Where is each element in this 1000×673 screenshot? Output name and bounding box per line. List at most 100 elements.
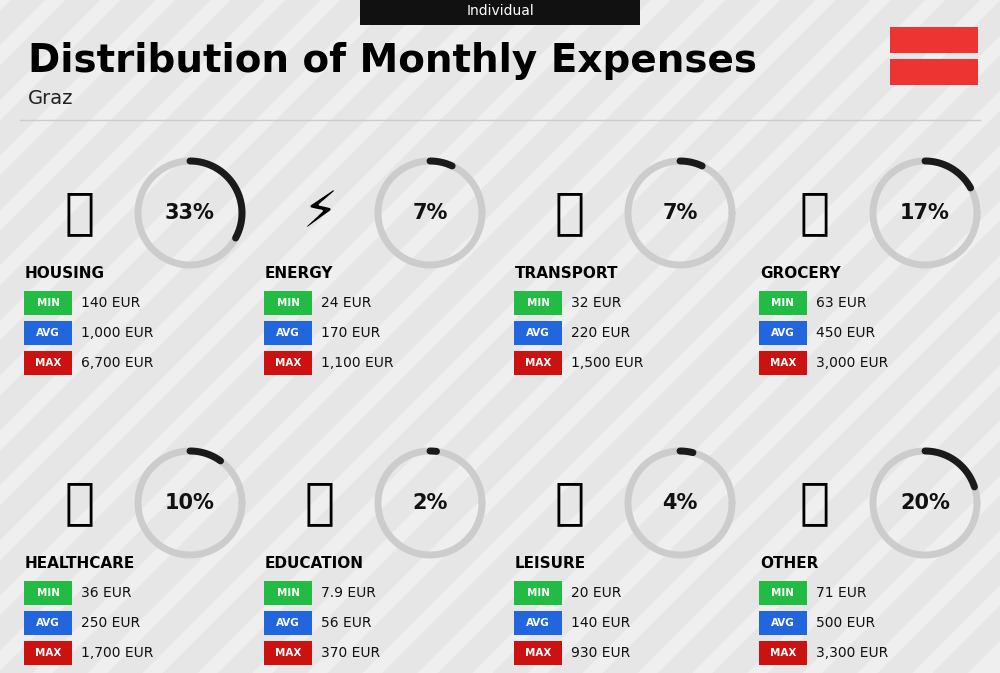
Text: Individual: Individual xyxy=(466,4,534,18)
Text: OTHER: OTHER xyxy=(760,555,818,571)
FancyBboxPatch shape xyxy=(24,291,72,315)
Text: 33%: 33% xyxy=(165,203,215,223)
FancyBboxPatch shape xyxy=(759,291,807,315)
FancyBboxPatch shape xyxy=(264,321,312,345)
Text: TRANSPORT: TRANSPORT xyxy=(515,266,618,281)
Text: MIN: MIN xyxy=(526,298,550,308)
Text: 4%: 4% xyxy=(662,493,698,513)
Text: MAX: MAX xyxy=(525,358,551,368)
Text: 930 EUR: 930 EUR xyxy=(571,646,630,660)
Text: MIN: MIN xyxy=(772,298,794,308)
Text: GROCERY: GROCERY xyxy=(760,266,841,281)
Text: MAX: MAX xyxy=(770,648,796,658)
FancyBboxPatch shape xyxy=(24,611,72,635)
Text: 🚌: 🚌 xyxy=(555,189,585,237)
Text: 🛒: 🛒 xyxy=(800,189,830,237)
FancyBboxPatch shape xyxy=(759,611,807,635)
Text: ⚡: ⚡ xyxy=(302,189,338,237)
FancyBboxPatch shape xyxy=(264,641,312,665)
FancyBboxPatch shape xyxy=(514,641,562,665)
Text: 140 EUR: 140 EUR xyxy=(571,616,630,630)
Text: EDUCATION: EDUCATION xyxy=(265,555,364,571)
FancyBboxPatch shape xyxy=(759,581,807,605)
Text: 3,000 EUR: 3,000 EUR xyxy=(816,356,888,370)
Text: LEISURE: LEISURE xyxy=(515,555,586,571)
Text: MAX: MAX xyxy=(770,358,796,368)
Text: MAX: MAX xyxy=(35,358,61,368)
Text: 140 EUR: 140 EUR xyxy=(81,296,140,310)
Text: 7%: 7% xyxy=(662,203,698,223)
FancyBboxPatch shape xyxy=(759,641,807,665)
FancyBboxPatch shape xyxy=(24,351,72,375)
Text: AVG: AVG xyxy=(36,618,60,628)
Text: 3,300 EUR: 3,300 EUR xyxy=(816,646,888,660)
Text: AVG: AVG xyxy=(526,328,550,338)
Text: 24 EUR: 24 EUR xyxy=(321,296,371,310)
FancyBboxPatch shape xyxy=(24,641,72,665)
Text: 💰: 💰 xyxy=(800,479,830,527)
Text: 170 EUR: 170 EUR xyxy=(321,326,380,340)
Text: 71 EUR: 71 EUR xyxy=(816,586,866,600)
FancyBboxPatch shape xyxy=(514,321,562,345)
Text: 32 EUR: 32 EUR xyxy=(571,296,621,310)
FancyBboxPatch shape xyxy=(514,611,562,635)
Text: 🏢: 🏢 xyxy=(65,189,95,237)
Text: MAX: MAX xyxy=(275,358,301,368)
Text: 17%: 17% xyxy=(900,203,950,223)
FancyBboxPatch shape xyxy=(24,581,72,605)
Text: 🎓: 🎓 xyxy=(305,479,335,527)
Text: Graz: Graz xyxy=(28,90,74,108)
Text: 63 EUR: 63 EUR xyxy=(816,296,866,310)
FancyBboxPatch shape xyxy=(759,321,807,345)
Text: MIN: MIN xyxy=(526,588,550,598)
Text: MAX: MAX xyxy=(275,648,301,658)
Text: 7.9 EUR: 7.9 EUR xyxy=(321,586,376,600)
Text: HOUSING: HOUSING xyxy=(25,266,105,281)
FancyBboxPatch shape xyxy=(264,351,312,375)
Text: MIN: MIN xyxy=(276,588,300,598)
FancyBboxPatch shape xyxy=(264,581,312,605)
Text: 220 EUR: 220 EUR xyxy=(571,326,630,340)
Text: AVG: AVG xyxy=(526,618,550,628)
FancyBboxPatch shape xyxy=(264,611,312,635)
Text: AVG: AVG xyxy=(771,618,795,628)
Text: 36 EUR: 36 EUR xyxy=(81,586,132,600)
Text: 6,700 EUR: 6,700 EUR xyxy=(81,356,153,370)
Text: MIN: MIN xyxy=(276,298,300,308)
Text: AVG: AVG xyxy=(771,328,795,338)
FancyBboxPatch shape xyxy=(759,351,807,375)
Text: 56 EUR: 56 EUR xyxy=(321,616,372,630)
Text: AVG: AVG xyxy=(276,328,300,338)
Text: ENERGY: ENERGY xyxy=(265,266,334,281)
FancyBboxPatch shape xyxy=(514,351,562,375)
Text: 1,700 EUR: 1,700 EUR xyxy=(81,646,153,660)
Text: 20%: 20% xyxy=(900,493,950,513)
Text: AVG: AVG xyxy=(276,618,300,628)
Text: 💗: 💗 xyxy=(65,479,95,527)
Text: AVG: AVG xyxy=(36,328,60,338)
FancyBboxPatch shape xyxy=(24,321,72,345)
Text: 370 EUR: 370 EUR xyxy=(321,646,380,660)
Text: 1,100 EUR: 1,100 EUR xyxy=(321,356,394,370)
FancyBboxPatch shape xyxy=(890,59,978,85)
FancyBboxPatch shape xyxy=(514,581,562,605)
Text: 20 EUR: 20 EUR xyxy=(571,586,621,600)
Text: 500 EUR: 500 EUR xyxy=(816,616,875,630)
Text: 450 EUR: 450 EUR xyxy=(816,326,875,340)
Text: HEALTHCARE: HEALTHCARE xyxy=(25,555,135,571)
Text: 🛍: 🛍 xyxy=(555,479,585,527)
Text: MAX: MAX xyxy=(35,648,61,658)
Text: MIN: MIN xyxy=(36,298,60,308)
Text: 250 EUR: 250 EUR xyxy=(81,616,140,630)
Text: MIN: MIN xyxy=(36,588,60,598)
FancyBboxPatch shape xyxy=(890,27,978,53)
Text: 7%: 7% xyxy=(412,203,448,223)
FancyBboxPatch shape xyxy=(264,291,312,315)
Text: 10%: 10% xyxy=(165,493,215,513)
Text: Distribution of Monthly Expenses: Distribution of Monthly Expenses xyxy=(28,42,757,80)
Text: 2%: 2% xyxy=(412,493,448,513)
Text: 1,500 EUR: 1,500 EUR xyxy=(571,356,643,370)
Text: 1,000 EUR: 1,000 EUR xyxy=(81,326,153,340)
Text: MIN: MIN xyxy=(772,588,794,598)
FancyBboxPatch shape xyxy=(360,0,640,25)
